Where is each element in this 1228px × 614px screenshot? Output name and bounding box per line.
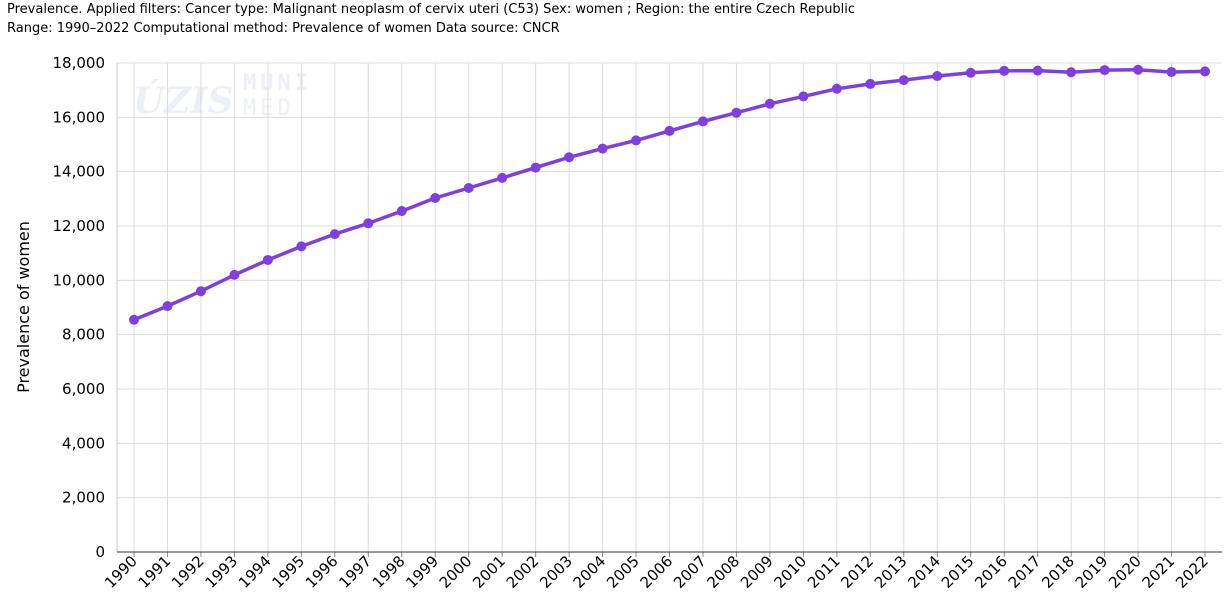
x-tick-label: 2003 bbox=[536, 552, 576, 592]
data-point bbox=[697, 116, 708, 127]
data-point bbox=[731, 107, 742, 118]
x-tick-label: 1993 bbox=[202, 552, 242, 592]
x-tick-label: 2007 bbox=[670, 552, 710, 592]
data-point bbox=[1166, 66, 1177, 77]
y-tick-label: 18,000 bbox=[53, 54, 106, 72]
data-point bbox=[1099, 65, 1110, 76]
x-tick-labels: 1990199119921993199419951996199719981999… bbox=[101, 552, 1212, 592]
x-tick-label: 2018 bbox=[1038, 552, 1078, 592]
muni-watermark: MUNI bbox=[243, 71, 312, 96]
x-tick-label: 1999 bbox=[402, 552, 442, 592]
data-point bbox=[1133, 64, 1144, 75]
uzis-watermark: ÚZIS bbox=[133, 80, 234, 122]
x-tick-label: 2019 bbox=[1072, 552, 1112, 592]
data-point bbox=[1066, 67, 1077, 78]
data-point bbox=[463, 182, 474, 193]
x-tick-label: 2010 bbox=[770, 552, 810, 592]
x-tick-label: 2000 bbox=[436, 552, 476, 592]
x-tick-label: 2017 bbox=[1005, 552, 1045, 592]
y-tick-label: 16,000 bbox=[53, 108, 106, 126]
data-point bbox=[195, 286, 206, 297]
y-tick-label: 2,000 bbox=[62, 489, 105, 507]
range-description: Range: 1990–2022 Computational method: P… bbox=[7, 21, 560, 36]
filter-description: Prevalence. Applied filters: Cancer type… bbox=[7, 2, 856, 17]
x-tick-label: 2008 bbox=[704, 552, 744, 592]
data-point bbox=[764, 98, 775, 109]
data-point bbox=[162, 301, 173, 312]
x-tick-label: 1992 bbox=[168, 552, 208, 592]
y-tick-label: 10,000 bbox=[53, 271, 106, 289]
data-point bbox=[497, 172, 508, 183]
watermark-logo: ÚZIS MUNI MED bbox=[133, 71, 312, 122]
chart-header: Prevalence. Applied filters: Cancer type… bbox=[7, 0, 855, 38]
x-tick-label: 2016 bbox=[971, 552, 1011, 592]
x-tick-label: 1991 bbox=[135, 552, 175, 592]
y-tick-label: 6,000 bbox=[62, 380, 105, 398]
data-point bbox=[999, 65, 1010, 76]
data-point bbox=[597, 143, 608, 154]
data-point bbox=[296, 241, 307, 252]
data-point bbox=[1200, 66, 1210, 77]
x-tick-label: 2020 bbox=[1105, 552, 1145, 592]
data-point bbox=[396, 206, 407, 217]
y-tick-label: 0 bbox=[95, 543, 105, 561]
y-axis-label: Prevalence of women bbox=[14, 221, 33, 393]
data-point bbox=[831, 83, 842, 94]
x-tick-label: 2012 bbox=[837, 552, 877, 592]
x-tick-label: 1997 bbox=[335, 552, 375, 592]
x-tick-label: 1998 bbox=[369, 552, 409, 592]
x-tick-label: 2014 bbox=[904, 552, 944, 592]
data-point bbox=[363, 218, 374, 229]
data-point bbox=[1032, 65, 1043, 76]
grid bbox=[117, 62, 1222, 552]
data-point bbox=[129, 314, 139, 325]
x-tick-label: 1994 bbox=[235, 552, 275, 592]
x-tick-label: 2021 bbox=[1139, 552, 1179, 592]
x-tick-label: 1995 bbox=[268, 552, 308, 592]
data-point bbox=[865, 78, 876, 89]
data-point bbox=[932, 71, 943, 82]
data-point bbox=[564, 152, 575, 163]
x-tick-label: 2022 bbox=[1172, 552, 1212, 592]
data-point bbox=[430, 193, 441, 204]
x-tick-label: 2004 bbox=[570, 552, 610, 592]
data-point bbox=[530, 162, 541, 173]
data-point bbox=[329, 229, 340, 240]
y-tick-label: 12,000 bbox=[53, 217, 106, 235]
y-tick-labels: 0 2,000 4,000 6,000 8,000 10,000 12,000 14,000 1… bbox=[53, 54, 106, 561]
x-tick-label: 1990 bbox=[101, 552, 141, 592]
y-tick-label: 14,000 bbox=[53, 163, 106, 181]
data-point bbox=[898, 75, 909, 86]
data-point bbox=[798, 91, 809, 102]
x-tick-label: 2006 bbox=[637, 552, 677, 592]
x-tick-label: 2011 bbox=[804, 552, 844, 592]
data-point bbox=[664, 125, 675, 136]
x-tick-label: 2005 bbox=[603, 552, 643, 592]
data-point bbox=[631, 135, 642, 146]
data-point bbox=[965, 67, 976, 78]
x-tick-label: 2009 bbox=[737, 552, 777, 592]
series-prevalence bbox=[129, 64, 1210, 325]
y-tick-label: 8,000 bbox=[62, 326, 105, 344]
data-point bbox=[262, 254, 273, 265]
x-tick-label: 2013 bbox=[871, 552, 911, 592]
axes bbox=[116, 63, 1222, 557]
x-tick-label: 1996 bbox=[302, 552, 342, 592]
data-point bbox=[229, 269, 240, 280]
y-tick-label: 4,000 bbox=[62, 434, 105, 452]
x-tick-label: 2001 bbox=[469, 552, 509, 592]
x-tick-label: 2002 bbox=[503, 552, 543, 592]
x-tick-label: 2015 bbox=[938, 552, 978, 592]
